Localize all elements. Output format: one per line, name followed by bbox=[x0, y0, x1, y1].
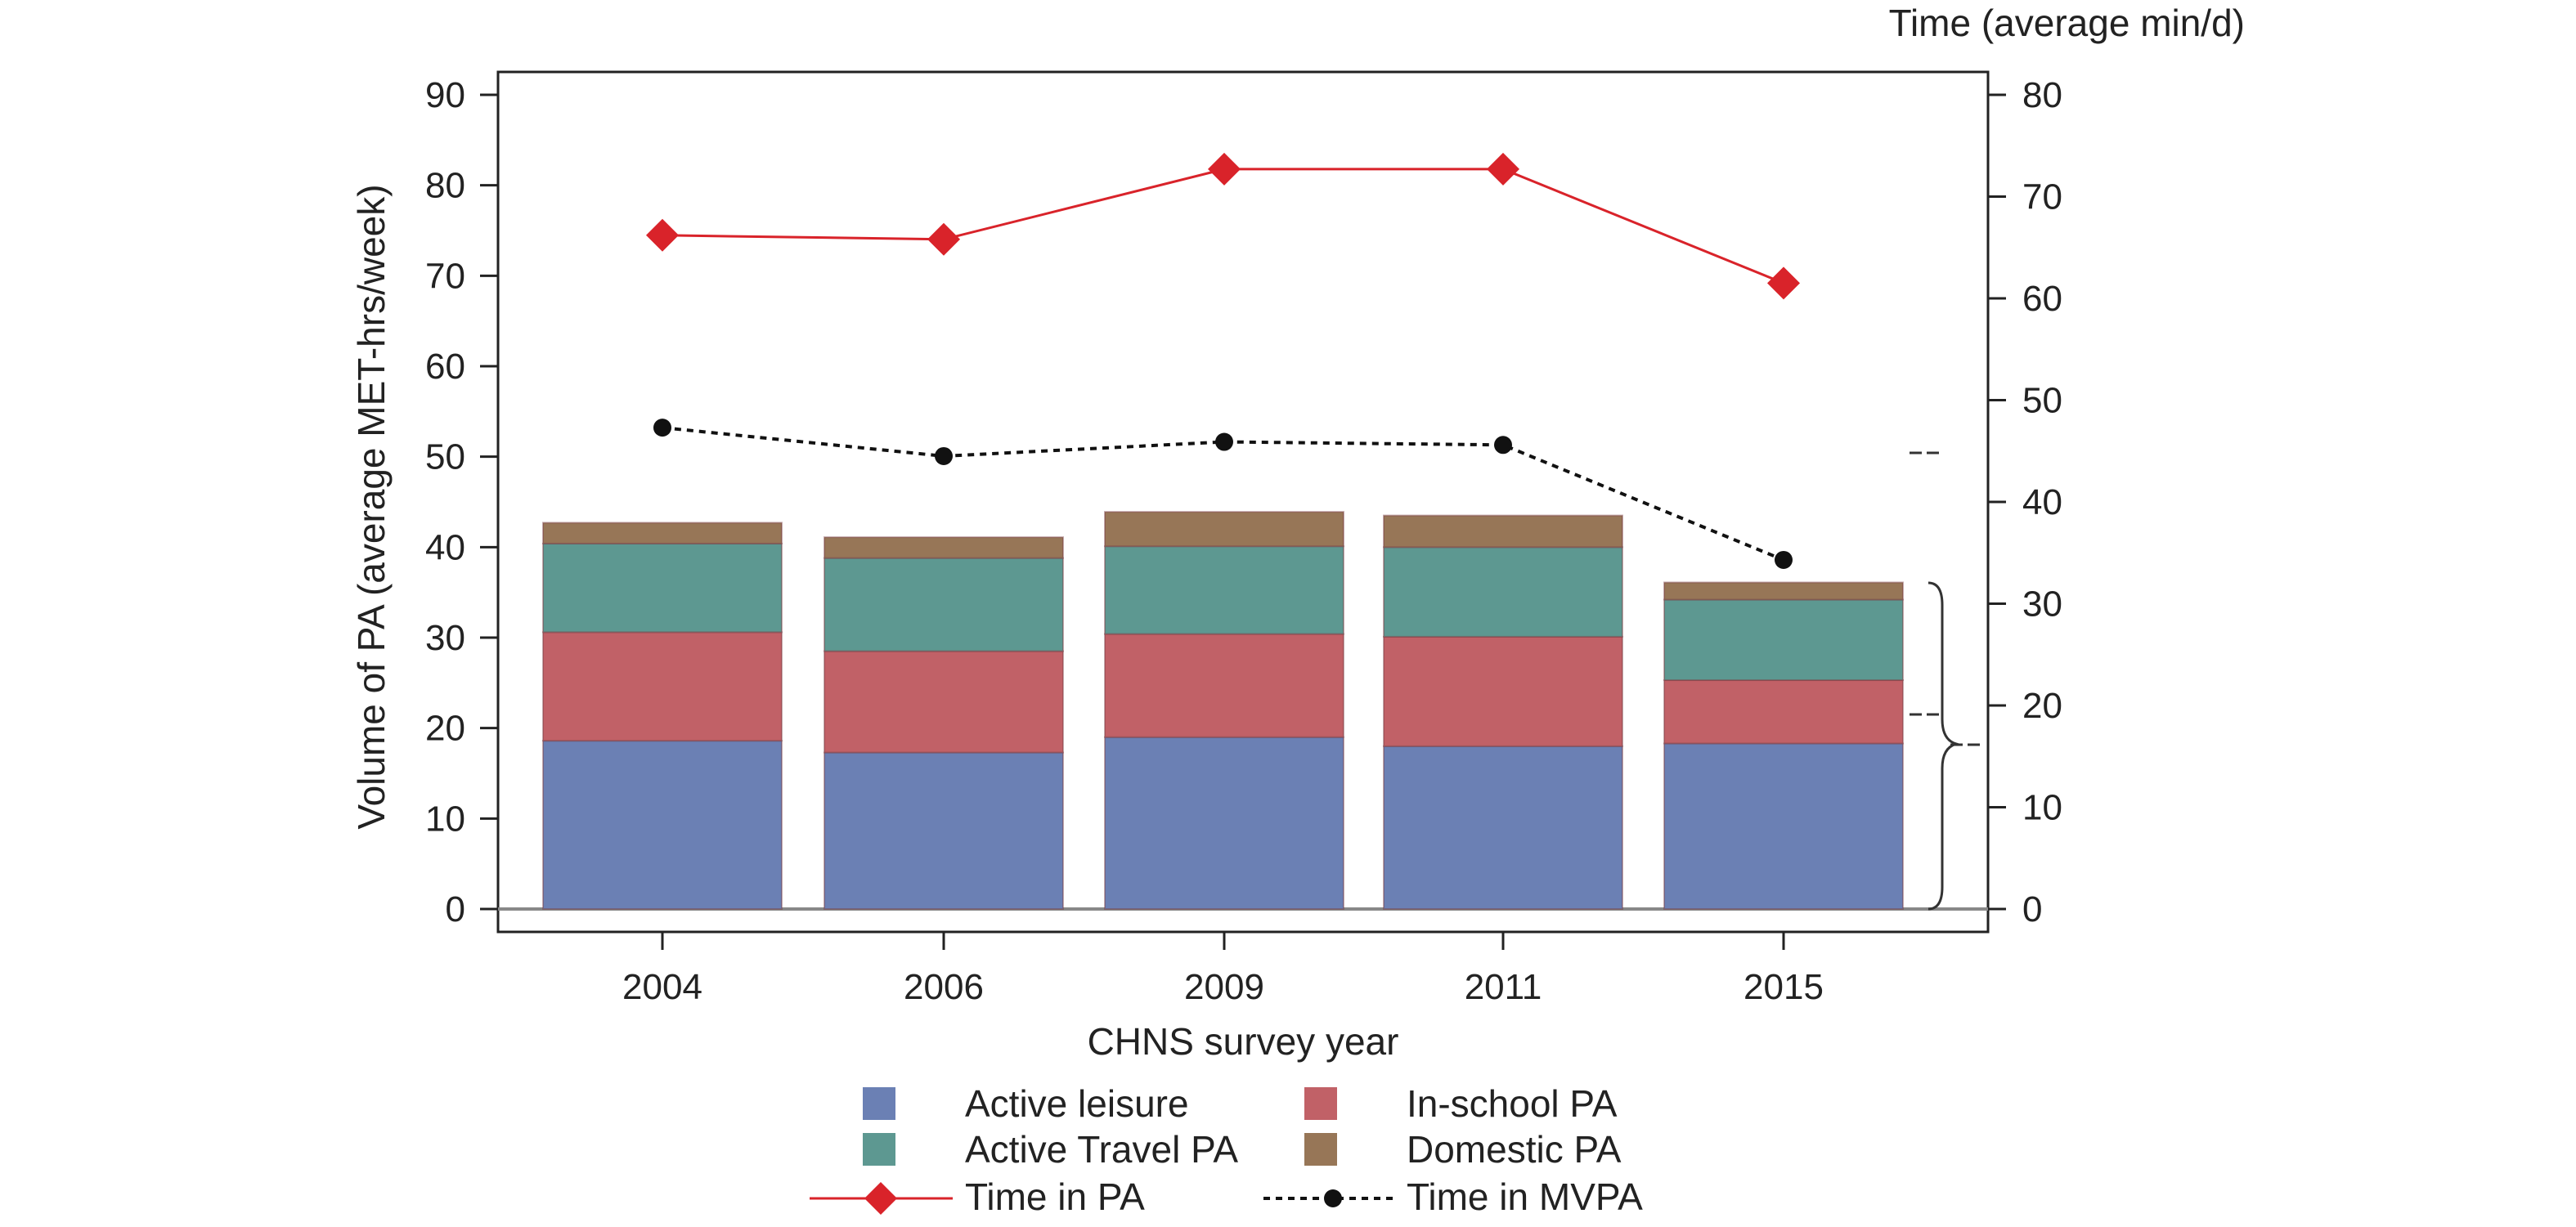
y-tick-label: 20 bbox=[425, 709, 465, 749]
line-marker-circle bbox=[1775, 550, 1793, 569]
line-marker-circle bbox=[1494, 436, 1512, 455]
y2-axis-title: Time (average min/d) bbox=[1889, 2, 2245, 44]
x-tick-label: 2011 bbox=[1465, 967, 1542, 1007]
line-time-in-pa bbox=[662, 168, 1784, 284]
y-tick-label: 60 bbox=[425, 347, 465, 387]
bar-segment-active-travel-pa bbox=[542, 542, 783, 634]
y2-tick-label: 50 bbox=[2022, 381, 2062, 421]
bar-segment-active-travel-pa bbox=[824, 557, 1064, 652]
bar-segment-domestic-pa bbox=[542, 522, 783, 544]
y2-tick-label: 10 bbox=[2022, 788, 2062, 828]
right-axis-ticks: 0 10 20 30 40 50 60 70 80 bbox=[1988, 75, 2062, 929]
y-tick-label: 80 bbox=[425, 166, 465, 206]
x-tick-label: 2015 bbox=[1744, 967, 1824, 1007]
legend-label: In-school PA bbox=[1407, 1082, 1618, 1125]
legend-swatch bbox=[863, 1087, 895, 1120]
bar-segment-active-leisure bbox=[542, 740, 783, 910]
line-marker-diamond bbox=[1487, 152, 1519, 186]
stacked-bars bbox=[542, 511, 1904, 911]
x-tick-label: 2009 bbox=[1184, 967, 1264, 1007]
y-tick-label: 40 bbox=[425, 527, 465, 567]
x-tick-label: 2006 bbox=[904, 967, 984, 1007]
bar-segment-domestic-pa bbox=[1383, 514, 1623, 549]
x-axis-title: CHNS survey year bbox=[1088, 1020, 1399, 1063]
line-marker-circle bbox=[1215, 432, 1233, 451]
x-tick-label: 2004 bbox=[622, 967, 702, 1007]
bar-segment-active-leisure bbox=[1383, 745, 1623, 910]
bar-segment-active-leisure bbox=[1104, 736, 1344, 910]
legend-circle-marker bbox=[1324, 1189, 1342, 1207]
y-tick-label: 0 bbox=[446, 889, 465, 929]
bar-segment-active-travel-pa bbox=[1663, 598, 1904, 682]
y-axis-title: Volume of PA (average MET-hrs/week) bbox=[350, 184, 393, 829]
y2-tick-label: 30 bbox=[2022, 584, 2062, 625]
y2-tick-label: 60 bbox=[2022, 279, 2062, 319]
line-time-in-mvpa bbox=[662, 426, 1784, 562]
bar-segment-in-school-pa bbox=[1383, 635, 1623, 747]
y2-tick-label: 0 bbox=[2022, 889, 2042, 929]
bar-segment-in-school-pa bbox=[542, 631, 783, 742]
line-marker-diamond bbox=[927, 222, 960, 256]
bar-segment-domestic-pa bbox=[824, 536, 1064, 559]
y-tick-label: 70 bbox=[425, 256, 465, 296]
bar-segment-in-school-pa bbox=[824, 650, 1064, 754]
line-marker-circle bbox=[935, 446, 953, 465]
bar-segment-active-travel-pa bbox=[1383, 546, 1623, 638]
legend-label: Time in PA bbox=[965, 1176, 1145, 1218]
y2-tick-label: 20 bbox=[2022, 686, 2062, 726]
y2-tick-label: 40 bbox=[2022, 482, 2062, 522]
legend-swatch bbox=[1304, 1087, 1337, 1120]
bar-segment-domestic-pa bbox=[1104, 511, 1344, 548]
y-tick-label: 30 bbox=[425, 618, 465, 658]
line-series bbox=[646, 152, 1800, 569]
y-tick-label: 90 bbox=[425, 75, 465, 115]
line-marker-diamond bbox=[1767, 266, 1800, 300]
x-axis-ticks: 2004 2006 2009 2011 2015 bbox=[622, 932, 1824, 1007]
bar-segment-active-travel-pa bbox=[1104, 545, 1344, 635]
legend-label: Time in MVPA bbox=[1407, 1176, 1643, 1218]
bar-segment-active-leisure bbox=[1663, 742, 1904, 910]
y2-tick-label: 80 bbox=[2022, 75, 2062, 115]
bar-segment-in-school-pa bbox=[1104, 633, 1344, 738]
legend-label: Active Travel PA bbox=[965, 1128, 1238, 1171]
left-axis-ticks: 0 10 20 30 40 50 60 70 80 90 bbox=[425, 75, 498, 929]
legend-swatch bbox=[1304, 1133, 1337, 1166]
y-tick-label: 10 bbox=[425, 799, 465, 839]
bar-segment-active-leisure bbox=[824, 751, 1064, 911]
y2-tick-label: 70 bbox=[2022, 177, 2062, 217]
legend-swatch bbox=[863, 1133, 895, 1166]
y-tick-label: 50 bbox=[425, 437, 465, 477]
bar-segment-domestic-pa bbox=[1663, 581, 1904, 601]
legend-label: Domestic PA bbox=[1407, 1128, 1622, 1171]
legend-label: Active leisure bbox=[965, 1082, 1189, 1125]
legend: Active leisure In-school PA Active Travel … bbox=[810, 1082, 1643, 1218]
line-marker-diamond bbox=[646, 218, 679, 252]
line-marker-circle bbox=[653, 419, 671, 437]
legend-diamond-marker bbox=[864, 1182, 897, 1215]
line-marker-diamond bbox=[1208, 152, 1241, 186]
dash-marks bbox=[1910, 451, 1980, 746]
bar-segment-in-school-pa bbox=[1663, 679, 1904, 745]
